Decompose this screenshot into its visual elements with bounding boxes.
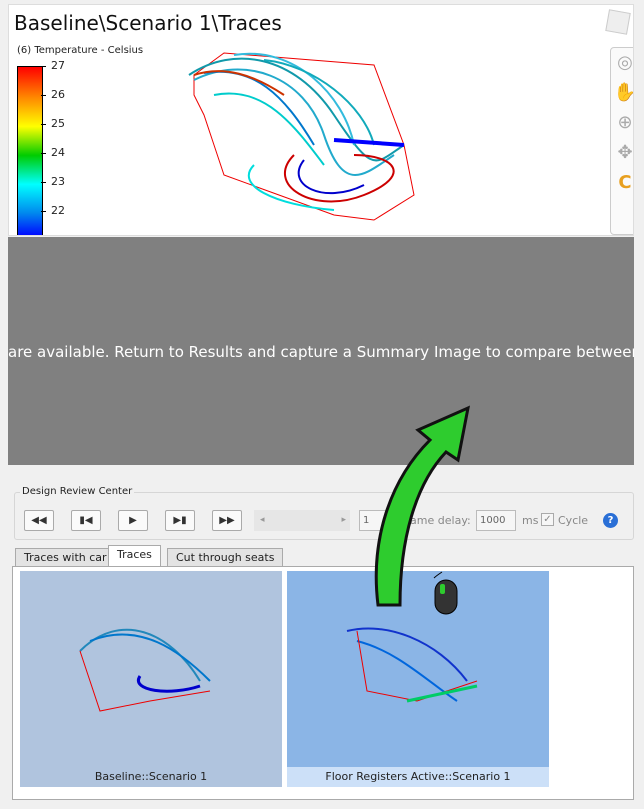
summary-image-area: are available. Return to Results and cap… [8,237,634,465]
orbit-icon[interactable]: ◎ [617,52,633,73]
thumbnail-image [346,627,478,703]
legend-tick: 23 [41,175,65,188]
thumbnail-image [79,628,211,712]
tab-traces[interactable]: Traces [108,545,161,567]
frame-delay-input[interactable]: 1000 [476,510,516,531]
play-button[interactable]: ▶ [118,510,148,531]
legend-tick: 24 [41,146,65,159]
logo-icon: C [618,172,632,193]
group-label: Design Review Center [20,486,135,497]
legend-title: (6) Temperature - Celsius [17,45,144,56]
cycle-checkbox[interactable]: ✓ [541,513,554,526]
empty-message: are available. Return to Results and cap… [8,343,634,361]
design-review-center [14,492,634,540]
frame-slider[interactable]: ◂ ▸ [254,510,350,531]
results-viewer[interactable]: Baseline\Scenario 1\Traces (6) Temperatu… [8,4,634,236]
frame-delay-label: Frame delay: [400,514,471,527]
tab-cut-through-seats[interactable]: Cut through seats [167,548,284,567]
pan-hand-icon[interactable]: ✋ [613,82,634,103]
view-cube-icon[interactable] [605,9,631,35]
thumbnail-floor-registers[interactable] [287,571,549,787]
thumbnail-label: Baseline::Scenario 1 [94,770,208,783]
streamline-plot [188,52,415,221]
cycle-label: Cycle [558,514,589,527]
frame-input[interactable]: 1 [359,510,387,531]
last-frame-button[interactable]: ▶▶ [212,510,242,531]
thumbnail-baseline[interactable] [20,571,282,787]
view-title: Baseline\Scenario 1\Traces [14,11,282,35]
zoom-icon[interactable]: ⊕ [617,112,633,133]
navigation-toolbar: ◎ ✋ ⊕ ✥ C [610,47,634,235]
legend-tick: 25 [41,117,65,130]
ms-label: ms [522,514,539,527]
first-frame-button[interactable]: ◀◀ [24,510,54,531]
color-bar [17,66,43,235]
tab-traces-with-car[interactable]: Traces with car [15,548,116,567]
legend-tick: 22 [41,204,65,217]
legend-tick: 26 [41,88,65,101]
thumbnail-label: Floor Registers Active::Scenario 1 [287,767,549,787]
legend-tick: 27 [41,59,65,72]
help-icon[interactable]: ? [603,513,618,528]
mouse-icon [433,571,458,615]
drag-arrow-icon [374,405,471,607]
rotate-icon[interactable]: ✥ [617,142,633,163]
prev-frame-button[interactable]: ▮◀ [71,510,101,531]
next-frame-button[interactable]: ▶▮ [165,510,195,531]
